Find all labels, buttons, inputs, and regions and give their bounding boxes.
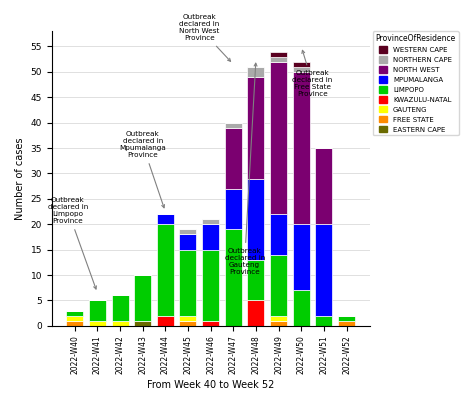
Bar [111, 321, 128, 326]
Bar [293, 62, 310, 67]
Bar [270, 214, 287, 255]
Bar [157, 214, 174, 224]
Bar [202, 224, 219, 249]
Bar [270, 321, 287, 326]
Bar [180, 229, 197, 234]
Bar [338, 315, 355, 321]
Bar [293, 72, 310, 224]
Bar [134, 321, 151, 326]
Bar [293, 67, 310, 72]
Bar [270, 62, 287, 214]
Bar [270, 255, 287, 315]
Bar [66, 321, 83, 326]
Bar [225, 189, 242, 229]
Text: Outbreak
declared in
Mpumalanga
Province: Outbreak declared in Mpumalanga Province [119, 131, 166, 208]
Bar [270, 57, 287, 62]
Bar [270, 315, 287, 321]
Bar [270, 51, 287, 57]
Bar [247, 301, 264, 326]
X-axis label: From Week 40 to Week 52: From Week 40 to Week 52 [147, 380, 274, 390]
Bar [89, 301, 106, 321]
Legend: WESTERN CAPE, NORTHERN CAPE, NORTH WEST, MPUMALANGA, LIMPOPO, KWAZULU-NATAL, GAU: WESTERN CAPE, NORTHERN CAPE, NORTH WEST,… [373, 31, 458, 135]
Bar [293, 224, 310, 290]
Bar [338, 321, 355, 326]
Bar [111, 295, 128, 321]
Text: Outbreak
declared in
Limpopo
Province: Outbreak declared in Limpopo Province [48, 197, 96, 289]
Bar [202, 219, 219, 224]
Bar [293, 290, 310, 326]
Bar [247, 67, 264, 77]
Bar [225, 229, 242, 326]
Bar [157, 224, 174, 315]
Bar [315, 315, 332, 326]
Bar [247, 179, 264, 260]
Bar [66, 311, 83, 315]
Bar [66, 315, 83, 321]
Bar [247, 260, 264, 301]
Text: Outbreak
declared in
North West
Province: Outbreak declared in North West Province [179, 15, 230, 61]
Bar [180, 315, 197, 321]
Text: Outbreak
declared in
Free State
Province: Outbreak declared in Free State Province [292, 50, 333, 97]
Bar [315, 148, 332, 224]
Bar [315, 224, 332, 315]
Y-axis label: Number of cases: Number of cases [15, 137, 25, 220]
Bar [225, 123, 242, 128]
Bar [180, 249, 197, 315]
Bar [157, 315, 174, 326]
Bar [225, 128, 242, 189]
Bar [202, 249, 219, 321]
Bar [134, 275, 151, 321]
Bar [180, 234, 197, 249]
Bar [89, 321, 106, 326]
Bar [247, 77, 264, 179]
Text: Outbreak
declared in
Gauteng
Province: Outbreak declared in Gauteng Province [225, 63, 265, 275]
Bar [202, 321, 219, 326]
Bar [180, 321, 197, 326]
